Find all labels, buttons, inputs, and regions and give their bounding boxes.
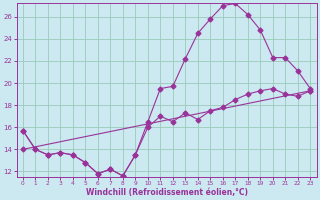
- X-axis label: Windchill (Refroidissement éolien,°C): Windchill (Refroidissement éolien,°C): [85, 188, 248, 197]
